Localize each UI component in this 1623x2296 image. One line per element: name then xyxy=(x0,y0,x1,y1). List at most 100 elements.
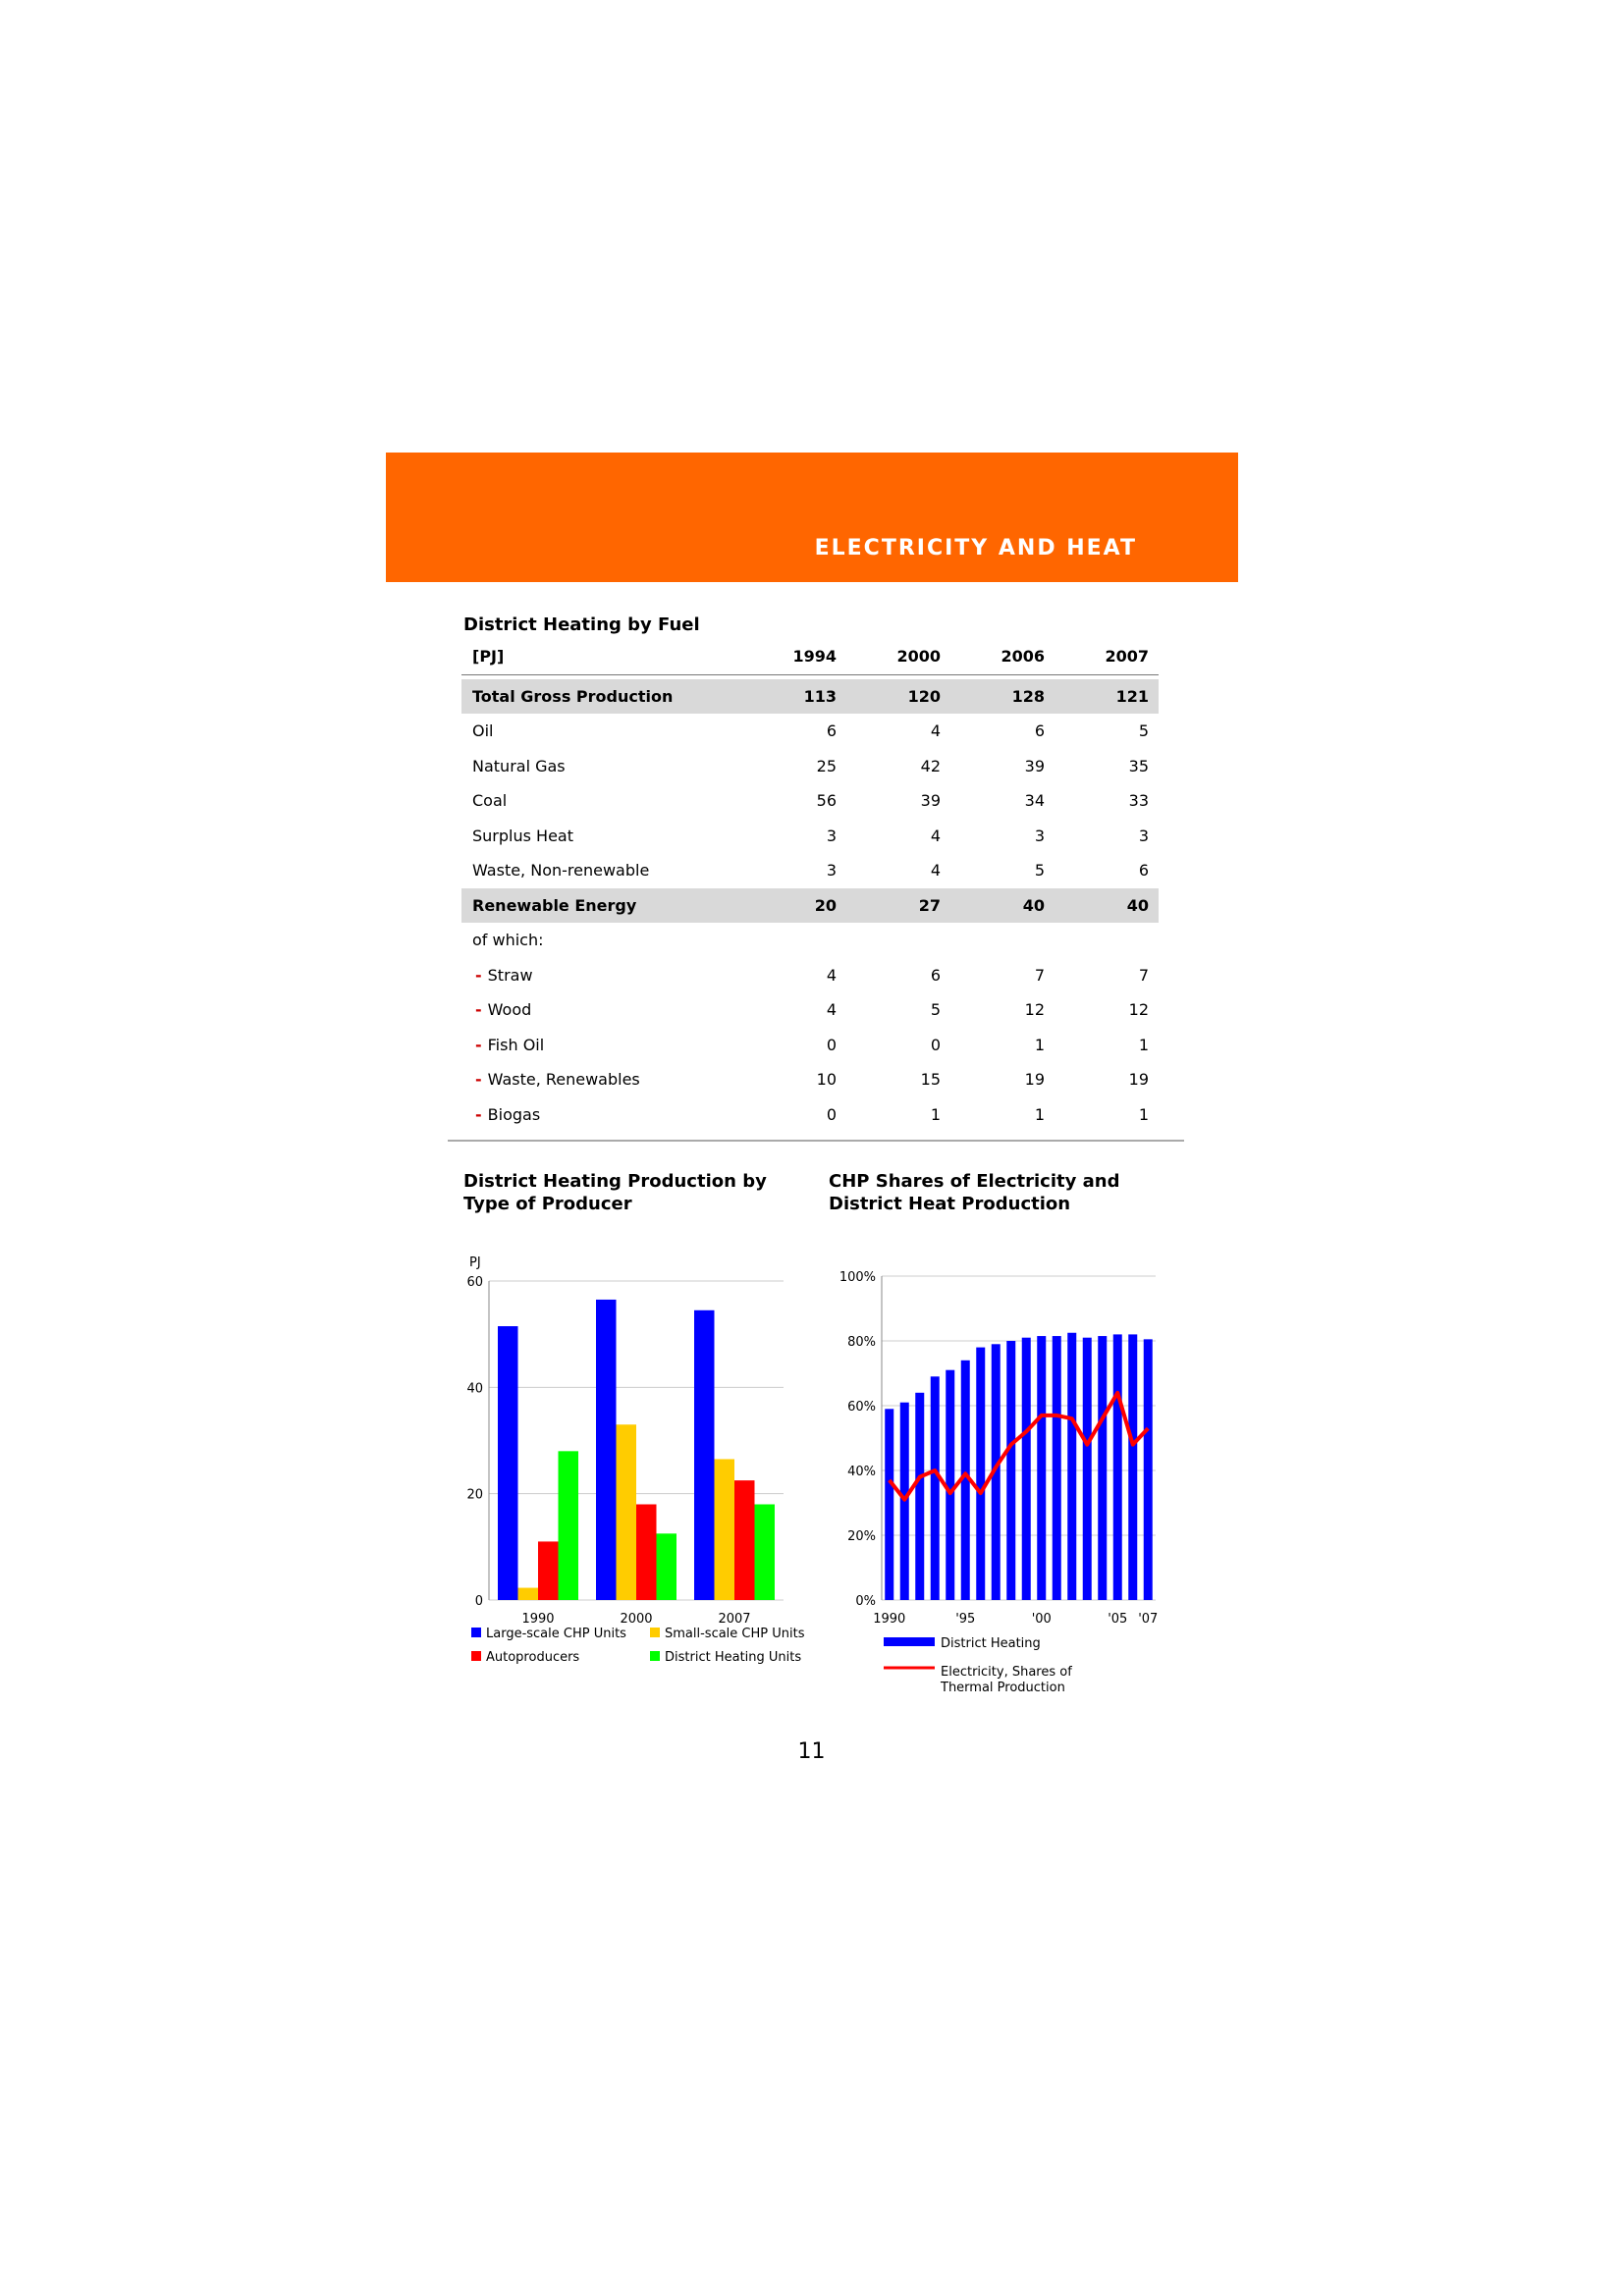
y-tick-label: 20 xyxy=(466,1488,483,1503)
unit-label: [PJ] xyxy=(472,647,505,667)
row-label: Oil xyxy=(472,721,494,741)
legend-swatch xyxy=(471,1651,481,1661)
bar xyxy=(1067,1332,1077,1600)
table-row: Waste, Non-renewable 3 4 5 6 xyxy=(461,853,1159,888)
cell-value: 3 xyxy=(1138,826,1149,845)
bar xyxy=(754,1504,775,1600)
cell-value: 27 xyxy=(918,895,941,915)
year-header: 2006 xyxy=(1001,647,1045,667)
cell-value: 113 xyxy=(803,686,837,706)
legend-label: District Heating Units xyxy=(665,1650,801,1665)
year-header: 2007 xyxy=(1105,647,1149,667)
table-row: - Wood 4 5 12 12 xyxy=(461,992,1159,1028)
y-tick-label: 20% xyxy=(847,1529,876,1544)
bar xyxy=(1082,1337,1092,1600)
cell-value: 4 xyxy=(930,826,941,845)
row-label: Renewable Energy xyxy=(472,895,637,915)
y-tick-label: 0% xyxy=(855,1594,876,1609)
table-row: - Straw 4 6 7 7 xyxy=(461,958,1159,993)
table-row: Coal 56 39 34 33 xyxy=(461,783,1159,819)
legend-label-line: Electricity, Shares of xyxy=(941,1665,1072,1680)
row-label: - Biogas xyxy=(461,1105,742,1124)
row-label-text: Biogas xyxy=(487,1104,541,1124)
legend-label: Small-scale CHP Units xyxy=(665,1627,805,1641)
cell-value: 6 xyxy=(930,965,941,985)
cell-value: 1 xyxy=(1034,1035,1045,1054)
bar xyxy=(734,1480,755,1600)
y-tick-label: 40 xyxy=(466,1381,483,1396)
table-row: Renewable Energy 20 27 40 40 xyxy=(461,887,1159,923)
cell-value: 4 xyxy=(826,1000,837,1020)
bar xyxy=(694,1309,715,1600)
table-row: Total Gross Production 113 120 128 121 xyxy=(461,678,1159,714)
bullet-dash: - xyxy=(475,1070,482,1090)
row-label: Surplus Heat xyxy=(472,826,573,845)
table-title: District Heating by Fuel xyxy=(463,614,700,635)
chart2-title: CHP Shares of Electricity and District H… xyxy=(829,1171,1120,1214)
bar xyxy=(1006,1341,1016,1600)
cell-value: 42 xyxy=(920,756,941,775)
bar xyxy=(1143,1339,1153,1600)
producer-bar-chart: 0 20 40 60 PJ 1990 2000 2007 Large-scale CHP Uni… xyxy=(466,1255,805,1665)
cell-value: 33 xyxy=(1128,791,1149,811)
cell-value: 56 xyxy=(816,791,837,811)
bar xyxy=(885,1409,894,1600)
bar xyxy=(558,1451,578,1600)
bar xyxy=(1021,1337,1031,1600)
table-row: - Biogas 0 1 1 1 xyxy=(461,1097,1159,1133)
cell-value: 4 xyxy=(930,721,941,741)
bar xyxy=(915,1392,925,1600)
cell-value: 40 xyxy=(1022,895,1045,915)
bar xyxy=(616,1424,636,1600)
year-header: 1994 xyxy=(792,647,837,667)
cell-value: 25 xyxy=(816,756,837,775)
bar xyxy=(1037,1336,1047,1600)
cell-value: 5 xyxy=(1138,721,1149,741)
page-number: 11 xyxy=(797,1739,826,1764)
table-row: Natural Gas 25 42 39 35 xyxy=(461,749,1159,784)
cell-value: 1 xyxy=(930,1104,941,1124)
row-label: - Straw xyxy=(461,966,742,985)
cell-value: 3 xyxy=(826,826,837,845)
legend-swatch xyxy=(650,1628,660,1637)
bar xyxy=(930,1376,940,1600)
bar xyxy=(714,1459,734,1600)
bullet-dash: - xyxy=(475,1104,482,1124)
row-label: Waste, Non-renewable xyxy=(472,861,650,881)
table-row: Oil 6 4 6 5 xyxy=(461,714,1159,749)
bar xyxy=(960,1360,970,1600)
x-tick-label: 2007 xyxy=(718,1612,750,1627)
y-tick-label: 100% xyxy=(839,1270,876,1285)
bar xyxy=(636,1504,657,1600)
row-label: - Waste, Renewables xyxy=(461,1070,742,1089)
section-banner: ELECTRICITY AND HEAT xyxy=(386,453,1238,582)
cell-value: 19 xyxy=(1024,1070,1045,1090)
table-row: - Fish Oil 0 0 1 1 xyxy=(461,1028,1159,1063)
bar xyxy=(1112,1334,1122,1600)
bar xyxy=(991,1344,1001,1600)
cell-value: 15 xyxy=(920,1070,941,1090)
row-label: of which: xyxy=(472,931,544,950)
row-label-text: Fish Oil xyxy=(487,1035,545,1054)
legend-label: District Heating xyxy=(941,1636,1041,1651)
x-tick-label: 1990 xyxy=(521,1612,554,1627)
cell-value: 7 xyxy=(1138,965,1149,985)
cell-value: 1 xyxy=(1138,1104,1149,1124)
bar xyxy=(517,1587,538,1600)
y-tick-label: 40% xyxy=(847,1465,876,1479)
bar xyxy=(976,1347,986,1600)
table-header-row: [PJ] 1994 2000 2006 2007 xyxy=(461,639,1159,675)
cell-value: 7 xyxy=(1034,965,1045,985)
legend-swatch xyxy=(471,1628,481,1637)
bar xyxy=(1052,1336,1061,1600)
row-label: - Fish Oil xyxy=(461,1036,742,1054)
table-row: Surplus Heat 3 4 3 3 xyxy=(461,819,1159,854)
x-tick-label: '95 xyxy=(955,1612,975,1627)
bar xyxy=(1098,1336,1108,1600)
bar xyxy=(498,1326,518,1600)
cell-value: 12 xyxy=(1024,1000,1045,1020)
row-label: Total Gross Production xyxy=(472,686,674,706)
cell-value: 10 xyxy=(816,1070,837,1090)
cell-value: 121 xyxy=(1115,686,1149,706)
legend-swatch xyxy=(650,1651,660,1661)
